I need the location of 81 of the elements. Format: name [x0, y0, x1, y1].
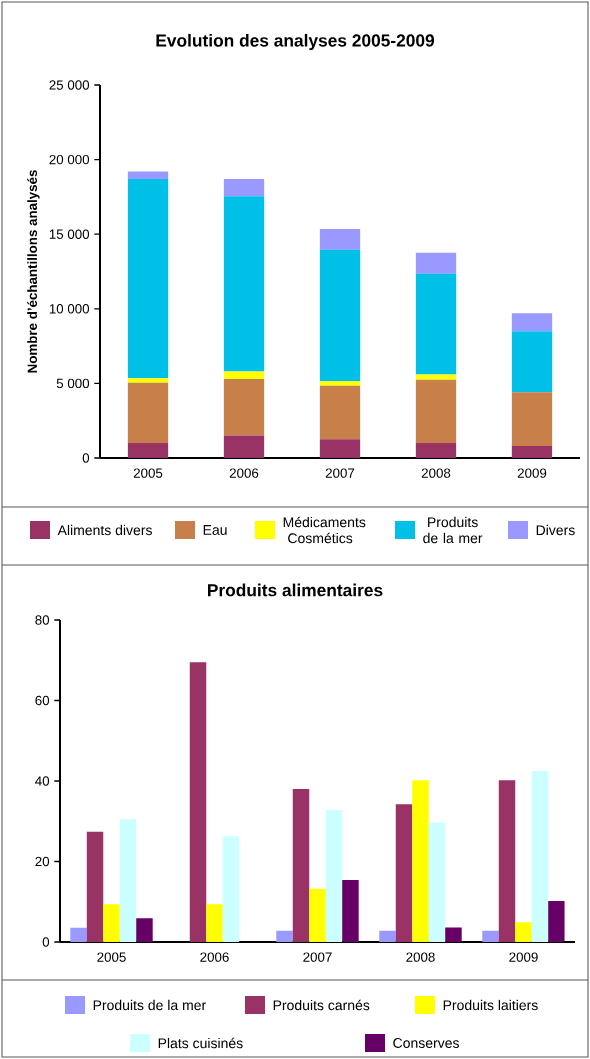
y-tick-label: 10 000: [49, 304, 90, 314]
x-tick-label: 2006: [229, 468, 259, 478]
y-tick-label: 15 000: [49, 229, 90, 239]
y-tick-label: 40: [35, 776, 50, 786]
bar: [309, 888, 326, 942]
y-axis-title: Nombre d’échantillons analysés: [27, 170, 40, 373]
bar: [319, 385, 361, 440]
legend-label: Plats cuisinés: [158, 1037, 243, 1049]
bar: [415, 252, 457, 274]
bar: [223, 196, 265, 372]
bar: [511, 313, 553, 332]
bar: [415, 273, 457, 375]
legend-label: Conserves: [393, 1038, 459, 1048]
y-tick-label: 0: [42, 937, 50, 947]
bar: [548, 900, 565, 942]
bar: [222, 836, 240, 942]
bar: [342, 880, 359, 942]
bar: [127, 178, 169, 379]
legend-label: Aliments divers: [57, 524, 152, 536]
chart-title: Evolution des analyses 2005-2009: [156, 33, 435, 51]
bar: [127, 171, 169, 179]
legend-label: Produits carnés: [273, 999, 370, 1011]
bar: [127, 382, 169, 444]
y-tick-label: 60: [35, 695, 50, 706]
bar: [319, 439, 361, 458]
legend-label: Produits de la mer: [93, 999, 206, 1011]
y-tick-label: 80: [35, 615, 50, 625]
bar: [445, 927, 462, 942]
bar: [206, 904, 223, 942]
y-tick-label: 0: [82, 453, 90, 463]
bar: [70, 927, 87, 942]
x-tick-label: 2009: [517, 468, 547, 478]
bar: [325, 809, 343, 942]
x-tick-label: 2007: [303, 952, 332, 962]
bar: [292, 789, 310, 942]
legend-label: Produits de la mer: [423, 516, 483, 544]
x-tick-label: 2006: [200, 952, 229, 962]
bar: [415, 443, 457, 458]
bar: [319, 381, 361, 386]
bar: [511, 446, 553, 458]
bar: [223, 378, 265, 436]
bar: [511, 392, 553, 447]
bar: [515, 922, 532, 942]
legend-label: Produits laitiers: [443, 999, 538, 1011]
bar: [127, 443, 169, 458]
bar: [276, 930, 293, 942]
legend-label: Divers: [536, 524, 575, 536]
bar: [395, 804, 413, 942]
bar: [223, 435, 265, 458]
x-tick-label: 2008: [421, 468, 451, 478]
bar: [415, 374, 457, 380]
bar: [531, 770, 549, 942]
bar: [119, 819, 137, 942]
x-tick-label: 2009: [509, 952, 538, 962]
bar: [103, 904, 120, 942]
y-tick-label: 20: [35, 856, 50, 867]
x-tick-label: 2008: [406, 952, 435, 962]
bar: [319, 249, 361, 382]
bar: [223, 371, 265, 379]
y-tick-label: 5 000: [56, 378, 90, 389]
x-tick-label: 2007: [325, 468, 355, 478]
x-tick-label: 2005: [97, 952, 126, 962]
bar: [86, 831, 104, 942]
bar: [319, 228, 361, 250]
chart-title: Produits alimentaires: [208, 583, 383, 597]
bar: [223, 178, 265, 197]
bar: [127, 378, 169, 383]
bar: [415, 379, 457, 444]
y-tick-label: 25 000: [49, 80, 90, 90]
bar: [412, 780, 429, 942]
legend-label: Eau: [203, 525, 227, 535]
legend-label: Médicaments Cosmétics: [283, 516, 366, 544]
y-tick-label: 20 000: [49, 154, 90, 165]
bar: [379, 930, 396, 942]
bar: [482, 930, 499, 942]
bar: [136, 918, 153, 942]
bar: [511, 331, 553, 393]
bar: [189, 662, 207, 942]
x-tick-label: 2005: [133, 468, 163, 478]
bar: [498, 780, 516, 942]
bar: [428, 822, 446, 942]
